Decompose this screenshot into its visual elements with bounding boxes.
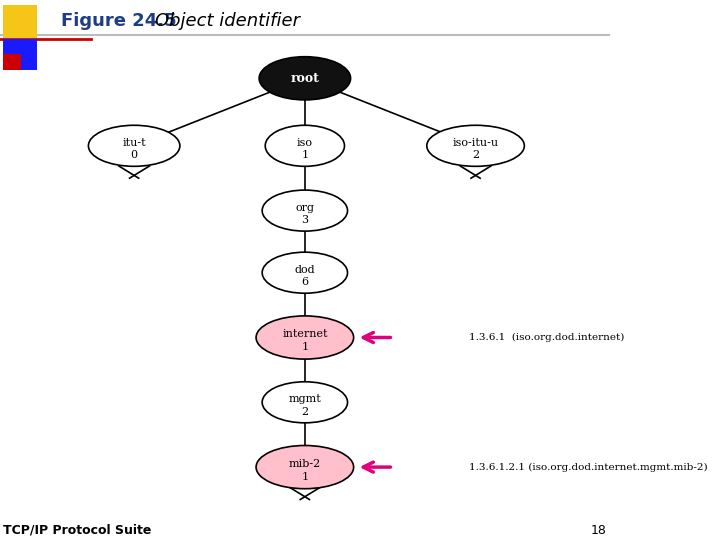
Text: 0: 0 (130, 150, 138, 160)
Text: itu-t: itu-t (122, 138, 146, 148)
Text: internet: internet (282, 329, 328, 339)
Text: mgmt: mgmt (289, 394, 321, 404)
Text: 1: 1 (301, 472, 308, 482)
Ellipse shape (427, 125, 524, 166)
FancyBboxPatch shape (3, 39, 37, 70)
Text: TCP/IP Protocol Suite: TCP/IP Protocol Suite (3, 524, 151, 537)
Text: Object identifier: Object identifier (156, 11, 300, 30)
Text: root: root (290, 72, 319, 85)
Text: org: org (295, 202, 315, 213)
Text: 6: 6 (301, 277, 308, 287)
Ellipse shape (89, 125, 180, 166)
Ellipse shape (256, 316, 354, 359)
FancyBboxPatch shape (3, 54, 22, 70)
Text: mib-2: mib-2 (289, 459, 321, 469)
Text: 1: 1 (301, 150, 308, 160)
Text: dod: dod (294, 265, 315, 275)
Text: Figure 24.5: Figure 24.5 (61, 11, 176, 30)
Text: 2: 2 (301, 407, 308, 416)
Text: 1.3.6.1  (iso.org.dod.internet): 1.3.6.1 (iso.org.dod.internet) (469, 333, 625, 342)
Text: 1.3.6.1.2.1 (iso.org.dod.internet.mgmt.mib-2): 1.3.6.1.2.1 (iso.org.dod.internet.mgmt.m… (469, 463, 708, 471)
Text: iso: iso (297, 138, 313, 148)
Ellipse shape (262, 252, 348, 293)
Text: 1: 1 (301, 342, 308, 352)
Text: 3: 3 (301, 215, 308, 225)
FancyBboxPatch shape (3, 5, 37, 38)
Ellipse shape (265, 125, 344, 166)
Text: iso-itu-u: iso-itu-u (452, 138, 499, 148)
Text: 18: 18 (591, 524, 607, 537)
Ellipse shape (256, 446, 354, 489)
Text: 2: 2 (472, 150, 479, 160)
Ellipse shape (259, 57, 351, 100)
Ellipse shape (262, 382, 348, 423)
Ellipse shape (262, 190, 348, 231)
